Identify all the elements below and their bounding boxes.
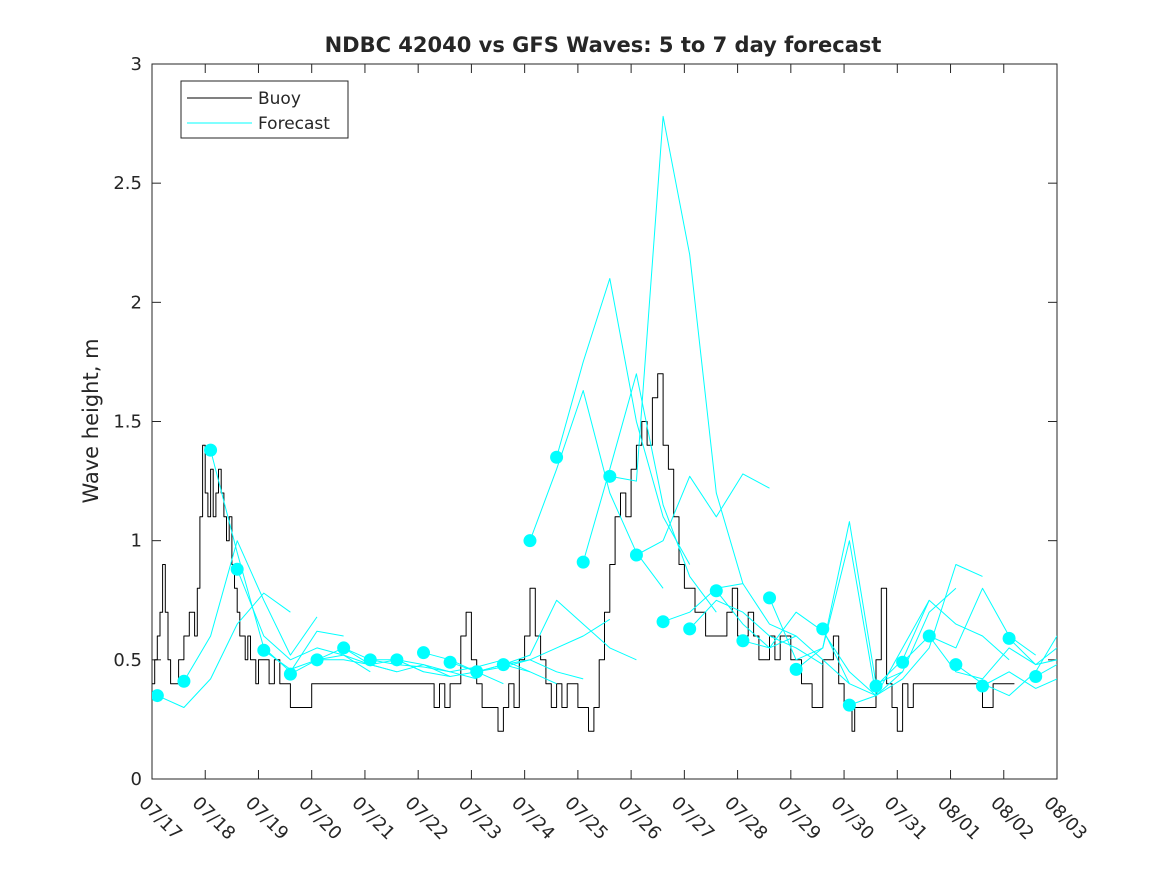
forecast-start-point: [257, 643, 271, 657]
forecast-start-point: [736, 634, 750, 648]
chart-title: NDBC 42040 vs GFS Waves: 5 to 7 day fore…: [325, 33, 882, 57]
forecast-start-point: [1002, 631, 1016, 645]
forecast-series-line: [609, 115, 744, 584]
y-tick-label: 1: [131, 531, 142, 552]
forecast-series-line: [157, 592, 291, 708]
x-tick-label: 07/28: [720, 793, 772, 845]
forecast-start-point: [470, 665, 484, 679]
x-tick-label: 07/26: [614, 793, 666, 845]
forecast-start-point: [576, 555, 590, 569]
forecast-start-point: [443, 655, 457, 669]
forecast-start-point: [177, 674, 191, 688]
forecast-start-point: [763, 591, 777, 605]
forecast-series-line: [955, 635, 1057, 697]
forecast-start-point: [283, 667, 297, 681]
y-axis-label: Wave height, m: [79, 338, 103, 503]
y-tick-label: 0: [131, 769, 142, 790]
forecast-start-point: [603, 469, 617, 483]
x-tick-label: 07/18: [188, 793, 240, 845]
forecast-series-line: [316, 654, 451, 677]
forecast-start-point: [683, 622, 697, 636]
forecast-series-line: [636, 473, 770, 556]
forecast-start-point: [337, 641, 351, 655]
forecast-start-point: [1029, 670, 1043, 684]
forecast-start-point: [896, 655, 910, 669]
x-tick-label: 07/31: [880, 793, 932, 845]
forecast-start-point: [869, 679, 883, 693]
x-tick-label: 07/29: [773, 793, 825, 845]
forecast-start-point: [975, 679, 989, 693]
forecast-start-point: [363, 653, 377, 667]
forecast-start-point: [709, 584, 723, 598]
y-tick-label: 2: [131, 292, 142, 313]
forecast-series-line: [795, 540, 930, 697]
legend-box: [180, 80, 349, 139]
y-tick-label: 1.5: [113, 412, 142, 433]
x-tick-label: 07/20: [294, 793, 346, 845]
data-layer: [152, 115, 1057, 732]
forecast-start-point: [230, 562, 244, 576]
forecast-start-point: [789, 662, 803, 676]
forecast-start-point: [417, 646, 430, 660]
forecast-start-point: [949, 658, 963, 672]
forecast-series-line: [849, 564, 983, 706]
forecast-series-line: [183, 540, 318, 682]
forecast-start-point: [816, 622, 830, 636]
forecast-series-line: [503, 599, 637, 666]
forecast-start-point: [204, 443, 218, 457]
forecast-series-line: [715, 590, 850, 685]
forecast-start-point: [656, 615, 670, 629]
forecast-start-point: [842, 698, 856, 712]
forecast-series-line: [1008, 638, 1057, 666]
x-tick-label: 08/03: [1039, 793, 1091, 845]
forecast-series-line: [982, 671, 1057, 689]
x-tick-label: 07/21: [347, 793, 399, 845]
legend: Buoy Forecast: [180, 80, 349, 139]
x-tick-label: 07/19: [241, 793, 293, 845]
forecast-series-line: [689, 599, 824, 666]
x-tick-label: 08/01: [933, 793, 985, 845]
forecast-start-point: [152, 689, 164, 703]
forecast-start-point: [922, 629, 936, 643]
forecast-series-line: [822, 587, 957, 697]
forecast-start-point: [550, 450, 564, 464]
y-tick-label: 2.5: [113, 173, 142, 194]
x-tick-label: 07/27: [667, 793, 719, 845]
forecast-start-point: [390, 653, 404, 667]
y-tick-label: 3: [131, 54, 142, 75]
buoy-series-line: [152, 373, 1015, 732]
forecast-series-line: [582, 373, 717, 613]
forecast-start-point: [629, 548, 643, 562]
x-tick-label: 07/17: [134, 793, 186, 845]
y-tick-label: 0.5: [113, 650, 142, 671]
legend-buoy-label: Buoy: [258, 89, 301, 109]
forecast-series-line: [742, 611, 877, 696]
x-tick-label: 08/02: [986, 793, 1038, 845]
forecast-series-line: [236, 569, 371, 673]
x-tick-label: 07/23: [454, 793, 506, 845]
forecast-series-line: [662, 583, 797, 637]
x-tick-label: 07/22: [401, 793, 453, 845]
forecast-start-point: [496, 658, 510, 672]
legend-forecast-label: Forecast: [258, 114, 330, 134]
x-tick-label: 07/24: [507, 793, 559, 845]
forecast-start-point: [310, 653, 324, 667]
forecast-series-line: [556, 278, 691, 565]
x-tick-label: 07/30: [827, 793, 879, 845]
forecast-start-point: [523, 534, 537, 548]
x-tick-label: 07/25: [560, 793, 612, 845]
